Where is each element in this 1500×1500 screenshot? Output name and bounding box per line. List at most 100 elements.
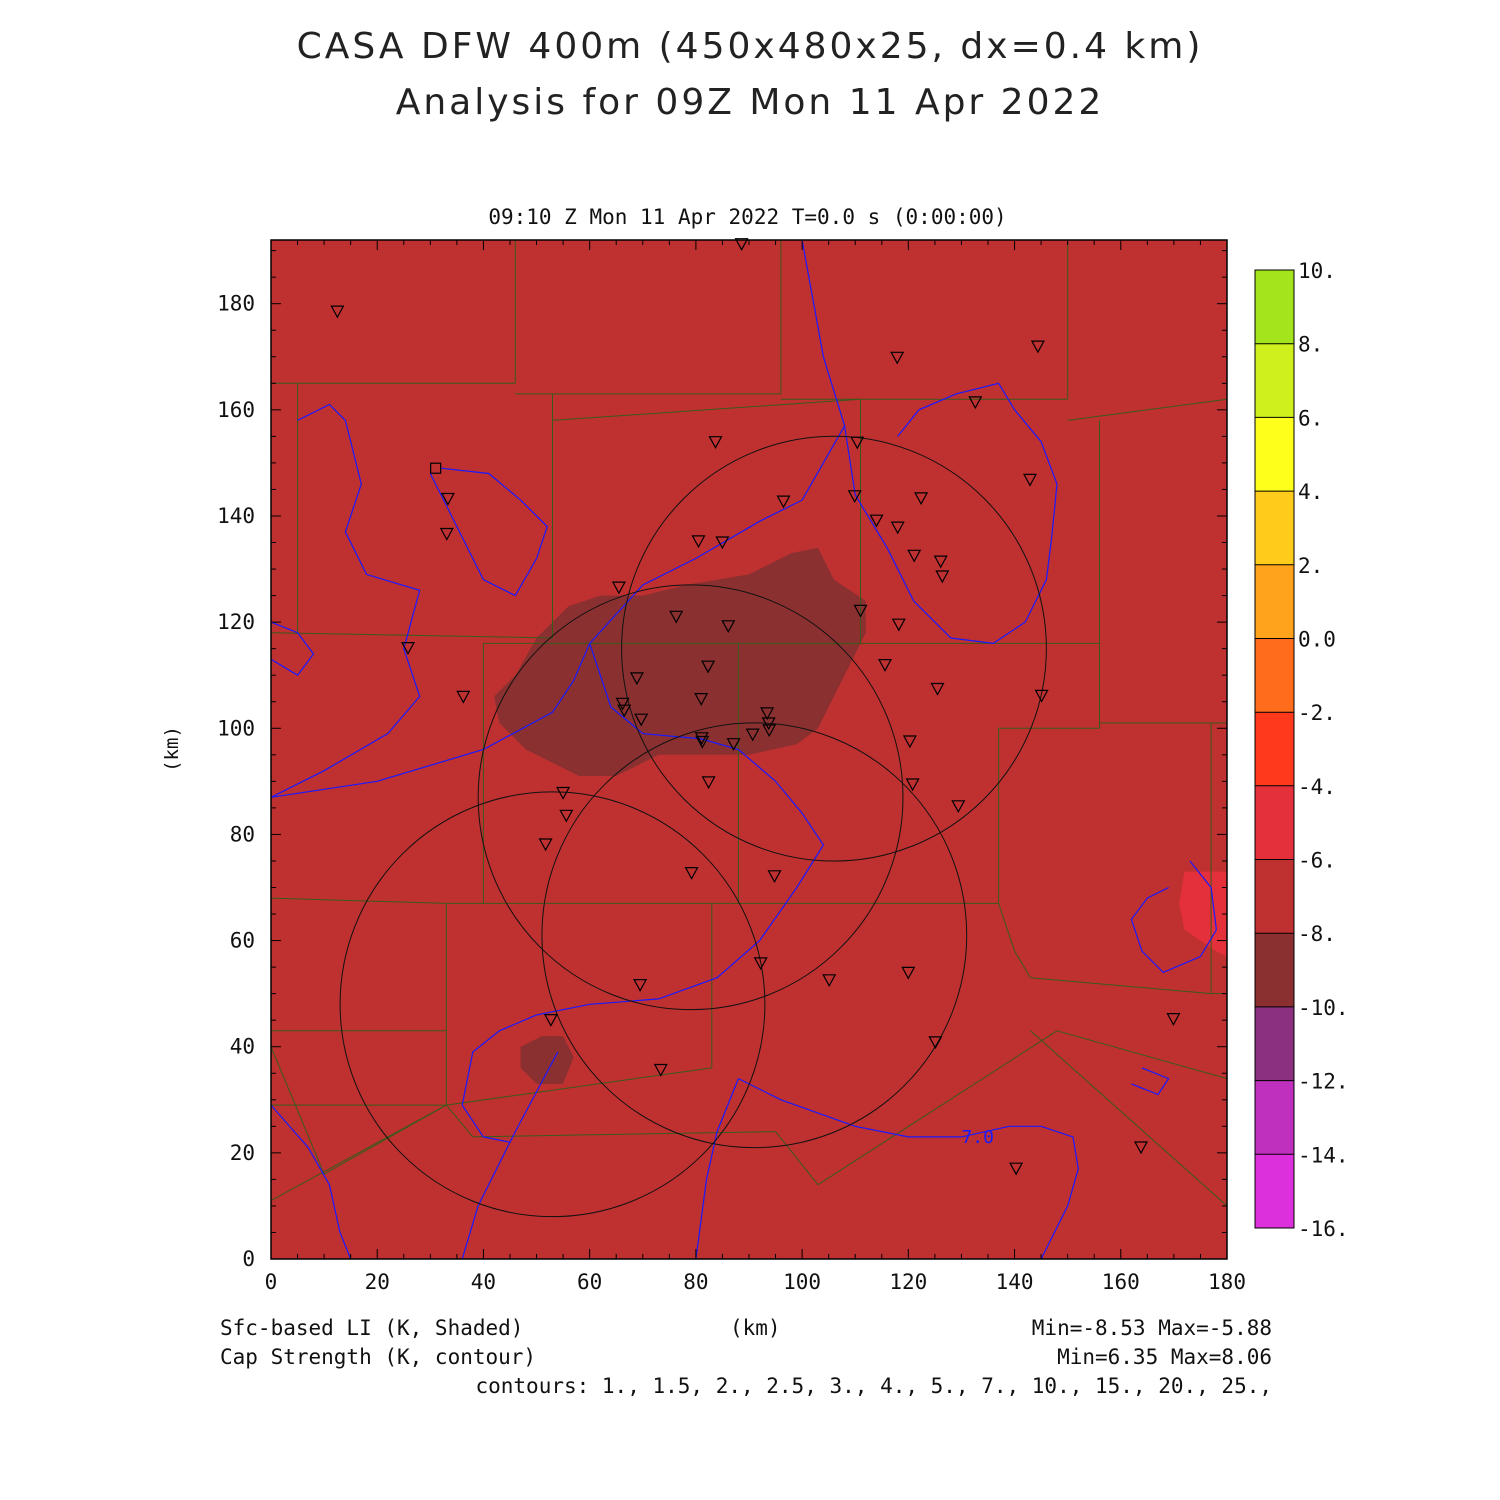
station-marker [905,778,920,792]
county-boundary [1056,1030,1227,1080]
station-marker [869,514,884,528]
station-marker [850,436,865,450]
county-boundary [271,1046,325,1175]
county-boundary [445,1104,474,1138]
station-marker [1133,1141,1149,1155]
county-boundary [472,1131,776,1138]
station-marker [930,682,945,696]
colorbar-swatch [1255,1006,1294,1082]
colorbar-level-label: 0.0 [1298,628,1336,652]
cap-strength-contour [738,1078,1079,1259]
x-axis-unit-label: (km) [730,1316,781,1340]
station-marker [847,490,862,504]
station-marker [907,549,922,563]
station-marker [617,704,632,718]
station-marker [951,800,966,814]
station-marker [745,728,760,742]
station-marker [761,717,776,731]
station-marker [543,1013,558,1027]
station-marker [902,735,917,749]
station-marker [891,618,906,632]
colorbar-level-label: -12. [1298,1070,1349,1094]
colorbar-level-label: 6. [1298,406,1323,430]
station-marker [901,966,916,980]
chart-subtitle: Analysis for 09Z Mon 11 Apr 2022 [395,82,1105,123]
county-boundary [271,1104,447,1202]
station-marker [559,809,574,823]
colorbar-swatch [1255,638,1294,713]
colorbar-swatch [1255,1154,1294,1229]
li-minimum-region-southwest [520,1036,574,1084]
station-marker [914,492,929,506]
station-marker [1034,689,1049,703]
station-marker [1022,473,1038,487]
shaded-field-label: Sfc-based LI (K, Shaded) [220,1316,524,1340]
station-marker [928,1036,943,1050]
y-tick-label: 20 [230,1141,255,1165]
x-tick-label: 80 [683,1270,708,1294]
county-boundary [1030,1030,1227,1207]
contour-field-label: Cap Strength (K, contour) [220,1345,537,1369]
station-marker [760,707,775,721]
station-marker [726,738,741,751]
station-marker [330,305,345,319]
x-tick-label: 100 [783,1270,821,1294]
station-marker [853,604,868,618]
station-marker [1166,1012,1181,1026]
cap-strength-contour [429,467,548,597]
y-axis-label: (km) [161,726,183,772]
colorbar-swatch [1255,564,1294,639]
radar-range-ring [477,584,904,1011]
station-marker [734,238,749,251]
cap-strength-contour [695,1078,739,1259]
x-tick-label: 160 [1102,1270,1140,1294]
cap-strength-contour [844,382,1058,645]
station-marker [721,620,736,634]
station-marker [400,641,416,655]
station-marker [890,521,905,535]
colorbar-swatch [1255,785,1294,860]
station-marker [538,838,553,852]
station-marker [694,732,709,746]
x-tick-label: 60 [577,1270,602,1294]
station-marker [456,690,471,704]
station-marker [440,492,455,506]
y-tick-label: 140 [217,504,255,528]
station-marker [968,396,983,410]
cap-strength-contour [271,1104,352,1259]
station-marker [935,570,950,584]
y-tick-label: 180 [217,292,255,316]
county-boundary [817,1030,1058,1186]
station-marker [701,776,716,790]
station-marker [611,581,626,595]
station-marker [695,735,710,749]
county-boundary [323,1104,447,1175]
colorbar-level-label: 4. [1298,480,1323,504]
county-boundary [446,1067,712,1106]
cap-strength-contour [1130,860,1218,974]
colorbar-level-label: -2. [1298,701,1336,725]
y-tick-label: 100 [217,716,255,740]
radar-range-ring [541,722,968,1149]
county-boundary [552,398,861,421]
colorbar-level-label: 10. [1298,259,1336,283]
station-marker [767,870,782,884]
colorbar-swatch [1255,491,1294,566]
station-marker [629,672,644,686]
li-minimum-region [494,547,866,776]
station-marker [708,436,723,449]
station-marker [684,866,699,880]
contour-levels-list: contours: 1., 1.5, 2., 2.5, 3., 4., 5., … [475,1374,1272,1398]
station-marker [1009,1162,1024,1176]
shaded-min-max: Min=-8.53 Max=-5.88 [1031,1316,1272,1340]
li-higher-region-east [1179,871,1227,957]
chart-title: CASA DFW 400m (450x480x25, dx=0.4 km) [296,26,1204,67]
y-tick-label: 160 [217,398,255,422]
y-tick-label: 40 [230,1035,255,1059]
radar-range-ring [621,435,1047,862]
station-marker [653,1063,668,1077]
station-marker [877,658,893,672]
station-marker [715,536,730,550]
